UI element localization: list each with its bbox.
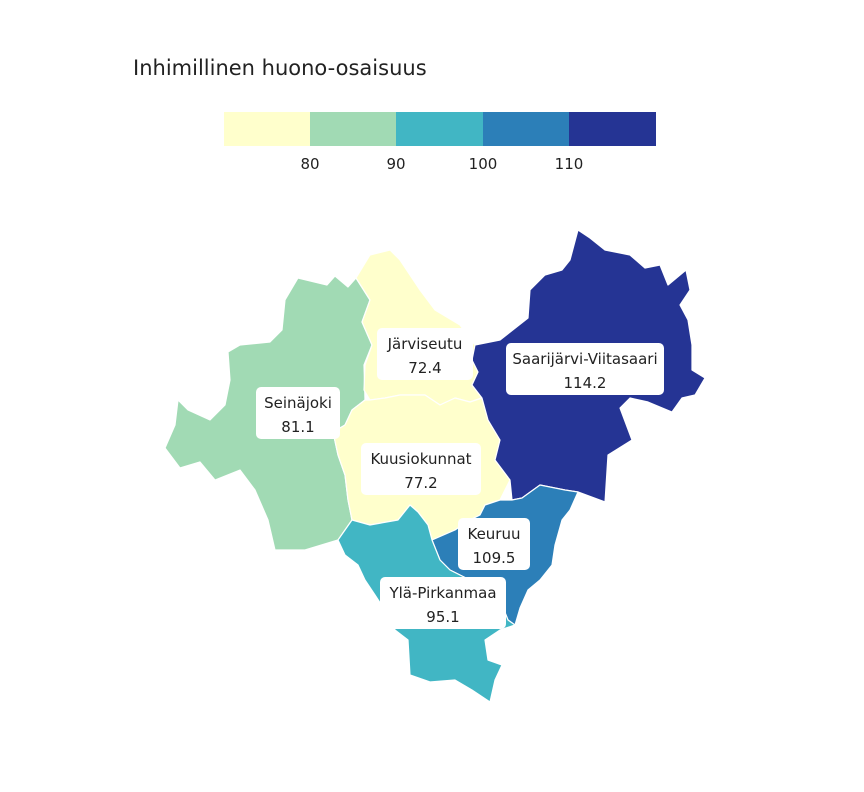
label-box	[377, 328, 473, 380]
label-keuruu: Keuruu 109.5	[458, 518, 530, 570]
legend-swatch	[483, 112, 570, 146]
region-name: Seinäjoki	[264, 394, 332, 412]
label-box	[256, 387, 340, 439]
label-yla-pirkanmaa: Ylä-Pirkanmaa 95.1	[380, 577, 506, 629]
region-value: 81.1	[281, 418, 314, 436]
region-name: Saarijärvi-Viitasaari	[512, 350, 657, 368]
region-value: 77.2	[404, 474, 437, 492]
label-box	[506, 343, 664, 395]
label-box	[458, 518, 530, 570]
map-title: Inhimillinen huono-osaisuus	[133, 56, 427, 80]
legend-tick: 100	[468, 155, 498, 173]
region-name: Kuusiokunnat	[370, 450, 471, 468]
region-value: 95.1	[426, 608, 459, 626]
region-name: Keuruu	[467, 525, 520, 543]
legend-swatch	[396, 112, 483, 146]
legend-swatch	[569, 112, 656, 146]
label-box	[380, 577, 506, 629]
legend-tick: 110	[554, 155, 584, 173]
legend-swatch	[224, 112, 311, 146]
label-box	[361, 443, 481, 495]
label-seinajoki: Seinäjoki 81.1	[256, 387, 340, 439]
region-jarviseutu[interactable]	[355, 249, 483, 406]
region-name: Ylä-Pirkanmaa	[388, 584, 496, 602]
label-kuusiokunnat: Kuusiokunnat 77.2	[361, 443, 481, 495]
label-jarviseutu: Järviseutu 72.4	[377, 328, 473, 380]
legend-swatch	[310, 112, 397, 146]
region-value: 109.5	[473, 549, 516, 567]
legend-tick: 80	[300, 155, 320, 173]
legend-tick: 90	[386, 155, 406, 173]
region-value: 114.2	[564, 374, 607, 392]
region-name: Järviseutu	[387, 335, 463, 353]
region-value: 72.4	[408, 359, 441, 377]
label-saarijarvi-viitasaari: Saarijärvi-Viitasaari 114.2	[506, 343, 664, 395]
color-legend: 80 90 100 110	[224, 112, 656, 182]
